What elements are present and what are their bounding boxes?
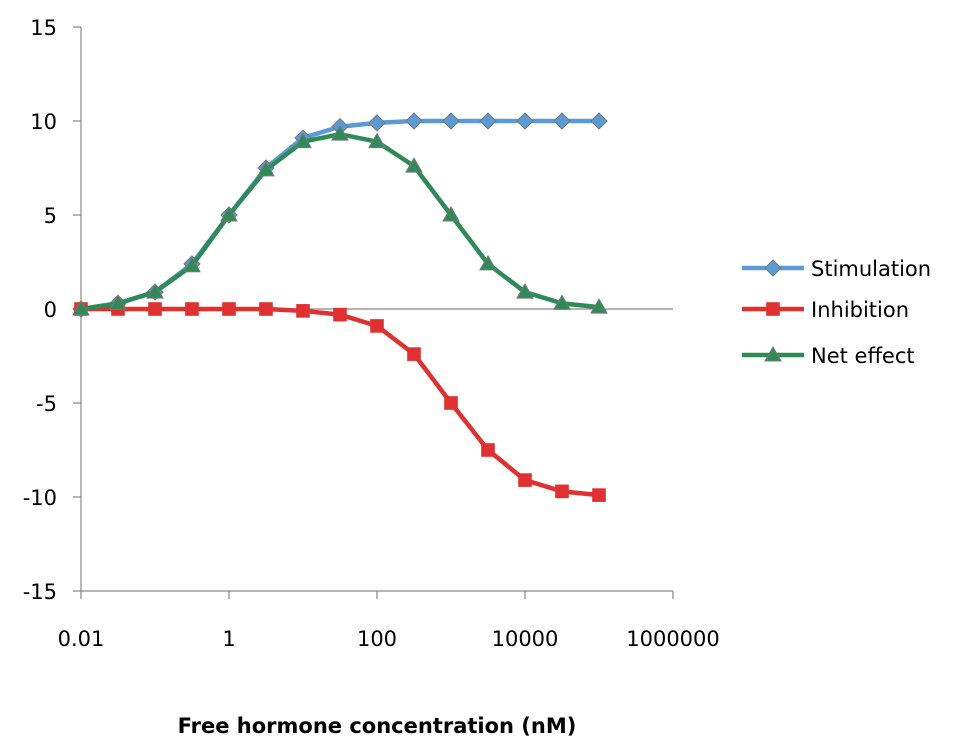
data-point <box>405 112 423 130</box>
y-tick-label: 10 <box>30 110 57 134</box>
y-tick-label: 15 <box>30 16 57 40</box>
data-point <box>442 205 460 222</box>
x-tick-label: 1 <box>222 627 235 651</box>
data-point <box>592 488 606 502</box>
data-point <box>183 256 201 273</box>
series-net-effect <box>72 125 608 316</box>
data-point <box>479 254 497 271</box>
data-point <box>442 112 460 130</box>
data-point <box>516 112 534 130</box>
legend-item: Inhibition <box>742 298 909 322</box>
data-point <box>146 283 164 299</box>
legend: Stimulation Inhibition Net effect <box>742 257 931 368</box>
data-point <box>72 299 90 316</box>
y-tick-label: -5 <box>36 392 57 416</box>
data-point <box>479 112 497 130</box>
legend-swatch-marker <box>766 302 780 316</box>
data-point <box>333 307 347 322</box>
data-point <box>405 157 423 173</box>
legend-item: Stimulation <box>742 257 931 281</box>
data-point <box>590 298 608 314</box>
y-tick-label: -15 <box>23 580 57 604</box>
data-point <box>370 319 384 333</box>
x-tick-label: 10000 <box>492 627 559 651</box>
data-point <box>553 294 571 310</box>
y-tick-label: 0 <box>44 298 57 322</box>
series-layer <box>72 112 608 502</box>
data-point <box>368 114 386 132</box>
data-point <box>109 294 127 310</box>
series-line <box>80 118 599 312</box>
data-point <box>185 302 199 316</box>
data-point <box>368 132 386 149</box>
x-tick-label: 1000000 <box>626 627 720 651</box>
series-inhibition <box>74 302 606 502</box>
data-point <box>222 302 236 316</box>
y-tick-label: 5 <box>44 204 57 228</box>
legend-label: Inhibition <box>811 298 909 322</box>
data-point <box>444 396 458 410</box>
data-point <box>516 283 534 299</box>
ticks: 15 10 5 0 -5 -10 -150.01 1 100 10000 1000000 <box>23 16 720 651</box>
data-point <box>220 205 238 222</box>
legend-label: Stimulation <box>811 257 931 281</box>
data-point <box>518 473 532 487</box>
legend-swatch-marker <box>764 345 782 362</box>
series-line <box>81 306 600 498</box>
series-line <box>80 131 600 312</box>
data-point <box>555 484 569 499</box>
data-point <box>590 112 608 130</box>
legend-label: Net effect <box>811 344 915 368</box>
data-point <box>331 125 349 141</box>
data-point <box>257 160 275 177</box>
data-point <box>259 302 273 316</box>
legend-swatch-marker <box>764 259 782 277</box>
data-point <box>296 304 310 318</box>
legend-item: Net effect <box>742 344 915 368</box>
data-point <box>407 347 421 361</box>
x-tick-label: 0.01 <box>58 627 105 651</box>
data-point <box>553 112 571 130</box>
x-tick-label: 100 <box>357 627 397 651</box>
data-point <box>294 132 312 149</box>
y-tick-label: -10 <box>23 486 57 510</box>
data-point <box>148 302 162 316</box>
x-axis-title: Free hormone concentration (nM) <box>178 714 577 738</box>
data-point <box>481 443 495 457</box>
